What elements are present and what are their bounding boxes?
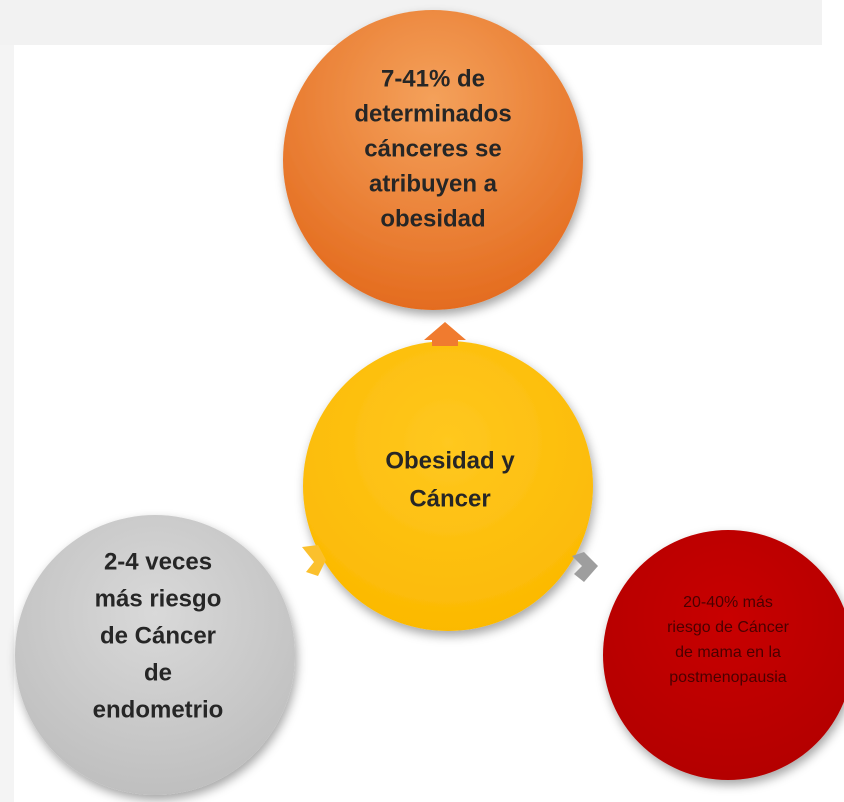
node-label: atribuyen a (369, 170, 498, 197)
node-circle (303, 341, 593, 631)
arrow (572, 552, 598, 582)
node-label: 20-40% más (683, 594, 773, 611)
node-label: 2-4 veces (104, 548, 212, 575)
arrow (302, 545, 326, 576)
node-label: 7-41% de (381, 65, 485, 92)
node-label: de mama en la (675, 644, 781, 661)
node-label: endometrio (93, 696, 224, 723)
node-label: de (144, 659, 172, 686)
node-circle (603, 530, 844, 780)
node-label: postmenopausia (669, 669, 787, 686)
node-label: obesidad (380, 205, 485, 232)
node-label: de Cáncer (100, 622, 216, 649)
node-label: determinados (354, 100, 511, 127)
node-label: Obesidad y (385, 447, 515, 474)
labels: 7-41% de determinados cánceres se atribuyen… (93, 65, 790, 723)
node-label: cánceres se (364, 135, 501, 162)
node-circle (15, 515, 295, 795)
node-label: Cáncer (409, 485, 490, 512)
node-label: más riesgo (95, 585, 222, 612)
side-strip (0, 45, 14, 802)
arrow (424, 322, 466, 346)
node-circle (283, 10, 583, 310)
node-label: riesgo de Cáncer (667, 619, 790, 636)
